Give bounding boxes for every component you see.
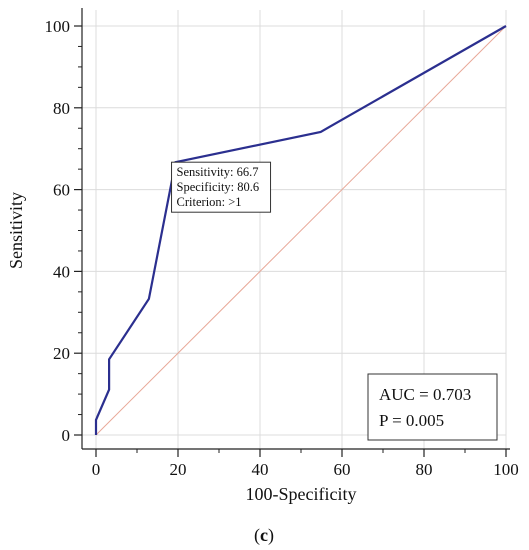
caption-letter: c	[260, 525, 268, 545]
annotation-criterion: Criterion: >1	[177, 195, 242, 209]
p-value: P = 0.005	[379, 411, 444, 430]
stats-box-frame	[367, 373, 498, 441]
x-tick-label: 60	[334, 460, 351, 479]
x-axis-title: 100-Specificity	[246, 484, 357, 504]
reference-diagonal	[95, 25, 507, 436]
annotation-box	[171, 161, 272, 213]
grid	[82, 10, 507, 449]
y-tick-label: 20	[53, 344, 70, 363]
x-axis-ticks: 0 20 40 60 80 100	[92, 449, 519, 479]
y-tick-label: 100	[45, 17, 71, 36]
annotation-sensitivity: Sensitivity: 66.7	[177, 165, 259, 179]
y-axis-ticks: 0 20 40 60 80 100	[45, 17, 82, 445]
x-tick-label: 0	[92, 460, 101, 479]
y-axis-title: Sensitivity	[6, 192, 26, 269]
stats-box: AUC = 0.703 P = 0.005	[367, 373, 498, 441]
y-tick-label: 80	[53, 99, 70, 118]
roc-curve	[94, 25, 507, 435]
caption-paren-close: )	[268, 525, 274, 546]
x-tick-label: 80	[416, 460, 433, 479]
caption-paren-open: (	[254, 525, 260, 546]
figure-caption: (c)	[254, 525, 274, 546]
axes	[81, 8, 510, 450]
criterion-annotation: Sensitivity: 66.7 Specificity: 80.6 Crit…	[171, 161, 272, 213]
auc-value: AUC = 0.703	[379, 385, 471, 404]
y-tick-label: 0	[62, 426, 71, 445]
x-tick-label: 20	[170, 460, 187, 479]
x-tick-label: 100	[493, 460, 519, 479]
annotation-specificity: Specificity: 80.6	[177, 180, 260, 194]
y-tick-label: 40	[53, 262, 70, 281]
x-tick-label: 40	[252, 460, 269, 479]
y-tick-label: 60	[53, 181, 70, 200]
